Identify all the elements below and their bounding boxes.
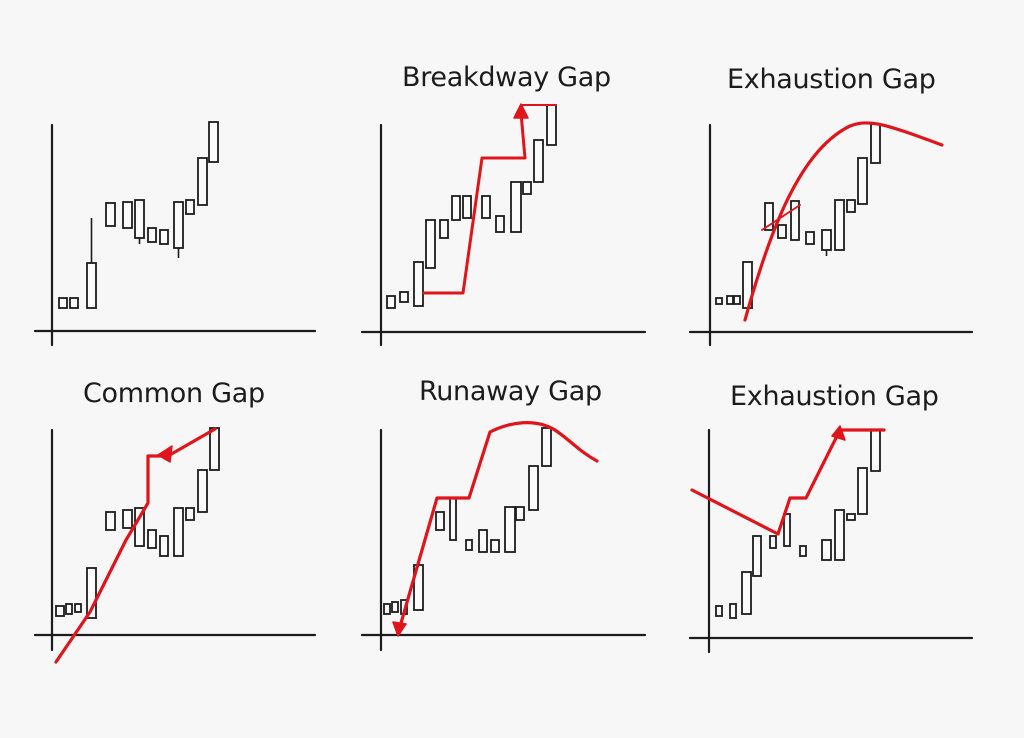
candle — [490, 539, 500, 553]
candle — [715, 297, 723, 305]
candle — [805, 231, 815, 245]
candle — [74, 603, 82, 613]
candle — [528, 465, 539, 511]
candle — [449, 497, 457, 541]
candle — [834, 509, 845, 561]
candle — [185, 199, 195, 215]
trend-tick — [761, 204, 801, 231]
candle — [451, 195, 461, 221]
candle — [870, 123, 881, 164]
candle — [173, 201, 184, 249]
panel-top-left — [33, 121, 317, 347]
candle — [729, 603, 737, 619]
candle — [147, 227, 157, 243]
candle — [478, 529, 488, 553]
candle — [799, 545, 807, 557]
candle — [726, 295, 734, 305]
candle — [105, 511, 116, 531]
candle — [58, 297, 68, 309]
candle — [783, 513, 791, 547]
title-breakaway-gap: Breakdway Gap — [402, 62, 611, 93]
candle — [857, 467, 868, 515]
candle — [159, 229, 169, 245]
candle — [522, 181, 532, 195]
title-runaway-gap: Runaway Gap — [419, 376, 602, 407]
candle — [790, 200, 800, 241]
candle — [515, 506, 525, 521]
title-exhaustion-gap-top: Exhaustion Gap — [727, 64, 936, 95]
candle — [504, 506, 516, 553]
candle — [55, 605, 65, 617]
candle — [197, 469, 208, 513]
candle — [86, 567, 97, 619]
candle — [105, 202, 116, 227]
candle — [510, 181, 522, 233]
trend-line — [422, 111, 527, 295]
candle — [541, 427, 552, 467]
candle — [147, 529, 157, 549]
candle — [846, 199, 856, 213]
candle — [413, 261, 424, 307]
candle — [533, 139, 544, 183]
candle — [69, 297, 79, 309]
candle — [752, 535, 762, 577]
candle — [764, 202, 774, 231]
candle — [546, 104, 557, 146]
candle — [462, 195, 472, 219]
candle — [173, 507, 184, 557]
candle — [465, 539, 473, 551]
candle — [741, 571, 752, 615]
candle — [425, 219, 436, 269]
candle — [834, 199, 845, 251]
candle — [733, 295, 741, 305]
trend-line — [690, 428, 886, 536]
candle — [185, 507, 195, 521]
arrow-head — [831, 425, 846, 441]
trend-line — [743, 121, 944, 322]
candle — [65, 603, 73, 615]
panel-bottom-right — [688, 425, 974, 654]
arrow-head — [157, 445, 173, 463]
candle — [439, 219, 449, 239]
panel-top-right — [688, 121, 974, 347]
candle — [821, 539, 832, 561]
candle — [197, 157, 208, 206]
candle — [870, 429, 881, 472]
trend-line — [397, 421, 599, 632]
candle — [769, 535, 777, 549]
candle — [399, 291, 409, 303]
panel-top-middle — [360, 103, 647, 347]
candle — [386, 295, 396, 309]
candle — [208, 121, 219, 163]
candle — [857, 157, 868, 205]
candle — [159, 535, 169, 557]
candle — [122, 201, 133, 229]
candle — [209, 427, 220, 471]
candle — [134, 199, 145, 239]
title-exhaustion-gap-bottom: Exhaustion Gap — [730, 381, 939, 412]
title-common-gap: Common Gap — [83, 378, 265, 409]
arrow-head — [513, 103, 529, 119]
candle — [481, 195, 491, 219]
candle — [391, 601, 399, 613]
candle — [383, 603, 391, 615]
candle — [821, 229, 832, 251]
candle — [435, 511, 445, 531]
candle — [495, 215, 505, 233]
panel-bottom-left — [33, 427, 317, 664]
candle — [86, 262, 97, 309]
candle — [846, 513, 856, 521]
arrow-head — [392, 621, 407, 637]
candle — [777, 224, 787, 239]
candle — [715, 605, 723, 617]
panel-bottom-middle — [360, 421, 647, 652]
candle — [122, 509, 133, 529]
